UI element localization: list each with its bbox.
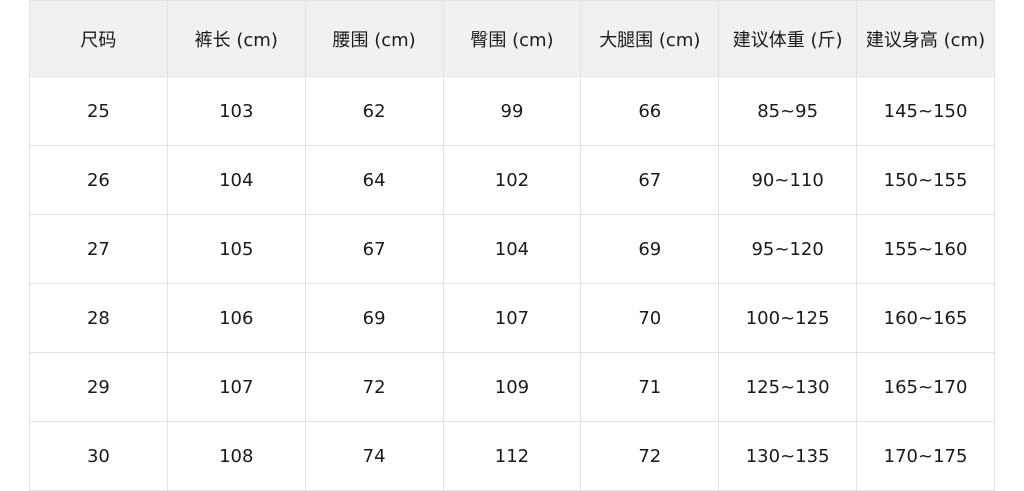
column-header: 腰围 (cm) [304, 0, 444, 77]
table-cell: 107 [166, 352, 306, 422]
table-cell: 160~165 [856, 283, 995, 353]
column-header: 建议身高 (cm) [856, 0, 995, 77]
table-cell: 107 [442, 283, 582, 353]
table-cell: 105 [166, 214, 306, 284]
table-cell: 70 [580, 283, 720, 353]
table-cell: 108 [166, 421, 306, 491]
column-header: 臀围 (cm) [442, 0, 582, 77]
table-row: 28 106 69 107 70 100~125 160~165 [29, 283, 995, 353]
table-cell: 71 [580, 352, 720, 422]
table-cell: 125~130 [718, 352, 858, 422]
table-cell: 28 [29, 283, 168, 353]
table-cell: 103 [166, 76, 306, 146]
table-cell: 69 [580, 214, 720, 284]
table-cell: 109 [442, 352, 582, 422]
table-cell: 64 [304, 145, 444, 215]
table-cell: 104 [442, 214, 582, 284]
table-cell: 145~150 [856, 76, 995, 146]
table-cell: 165~170 [856, 352, 995, 422]
table-row: 25 103 62 99 66 85~95 145~150 [29, 76, 995, 146]
table-cell: 27 [29, 214, 168, 284]
column-header: 裤长 (cm) [166, 0, 306, 77]
table-cell: 102 [442, 145, 582, 215]
table-cell: 29 [29, 352, 168, 422]
table-cell: 30 [29, 421, 168, 491]
table-cell: 72 [580, 421, 720, 491]
column-header: 建议体重 (斤) [718, 0, 858, 77]
table-cell: 66 [580, 76, 720, 146]
table-cell: 155~160 [856, 214, 995, 284]
header-row: 尺码 裤长 (cm) 腰围 (cm) 臀围 (cm) 大腿围 (cm) 建议体重 (斤) 建… [29, 0, 995, 77]
table-cell: 90~110 [718, 145, 858, 215]
table-cell: 170~175 [856, 421, 995, 491]
table-row: 26 104 64 102 67 90~110 150~155 [29, 145, 995, 215]
table-cell: 104 [166, 145, 306, 215]
table-row: 29 107 72 109 71 125~130 165~170 [29, 352, 995, 422]
table-cell: 69 [304, 283, 444, 353]
size-chart-table: 尺码 裤长 (cm) 腰围 (cm) 臀围 (cm) 大腿围 (cm) 建议体重 (斤) 建… [29, 0, 995, 491]
table-cell: 26 [29, 145, 168, 215]
table-row: 27 105 67 104 69 95~120 155~160 [29, 214, 995, 284]
table-cell: 67 [580, 145, 720, 215]
table-cell: 150~155 [856, 145, 995, 215]
table-cell: 100~125 [718, 283, 858, 353]
table-cell: 67 [304, 214, 444, 284]
column-header: 大腿围 (cm) [580, 0, 720, 77]
table-cell: 106 [166, 283, 306, 353]
table-cell: 25 [29, 76, 168, 146]
table-cell: 85~95 [718, 76, 858, 146]
table-row: 30 108 74 112 72 130~135 170~175 [29, 421, 995, 491]
table-cell: 74 [304, 421, 444, 491]
table-cell: 62 [304, 76, 444, 146]
table-cell: 72 [304, 352, 444, 422]
table-cell: 95~120 [718, 214, 858, 284]
column-header: 尺码 [29, 0, 168, 77]
table-cell: 99 [442, 76, 582, 146]
table-cell: 130~135 [718, 421, 858, 491]
table-cell: 112 [442, 421, 582, 491]
